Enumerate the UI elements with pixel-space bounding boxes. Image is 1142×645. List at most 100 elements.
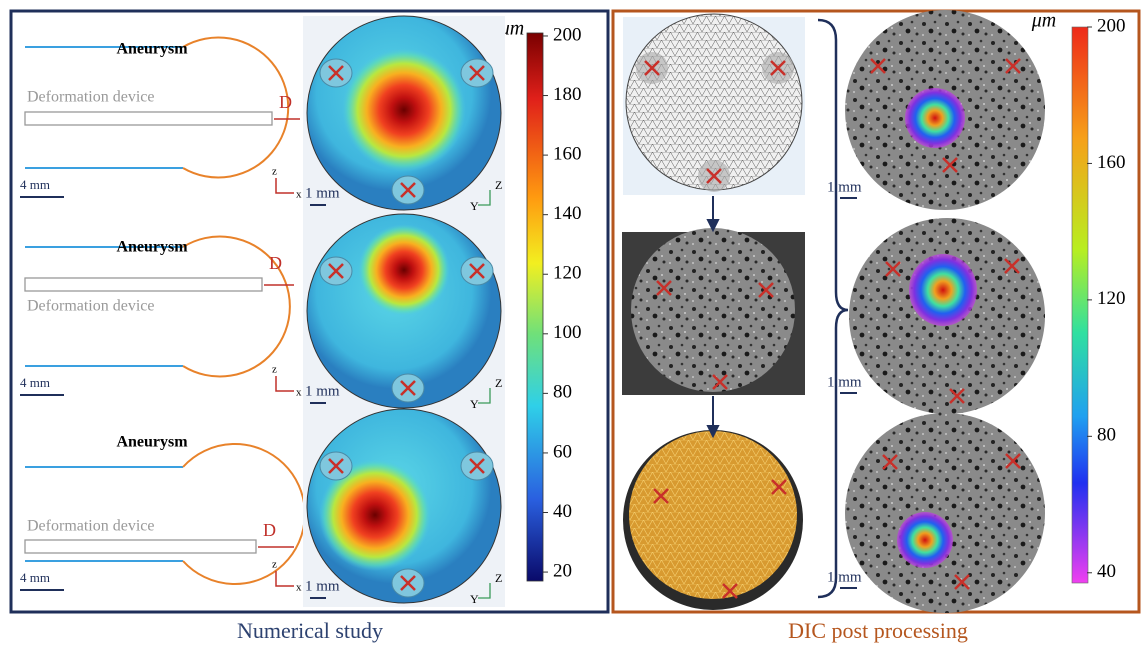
- marker: [954, 574, 970, 590]
- axis-label: x: [296, 387, 302, 399]
- marker: [722, 583, 738, 599]
- marker: [644, 60, 660, 76]
- scale-label: 1 mm: [827, 374, 862, 390]
- marker: [400, 575, 416, 591]
- axes: [478, 388, 491, 404]
- axis-label: Z: [495, 571, 502, 585]
- axes: [478, 583, 491, 599]
- marker: [656, 280, 672, 296]
- aneurysm-wall: [182, 36, 290, 179]
- scale-label: 1 mm: [305, 383, 340, 399]
- displacement: [358, 224, 450, 316]
- tick-label: 160: [553, 143, 582, 164]
- aneurysm-wall: [182, 443, 306, 585]
- marker: [870, 58, 886, 74]
- device: [24, 111, 273, 126]
- label: Aneurysm: [116, 434, 188, 451]
- marker: [400, 182, 416, 198]
- colorbar: [1071, 26, 1089, 584]
- scale-label: 1 mm: [827, 569, 862, 585]
- tick-label: 200: [553, 24, 582, 45]
- axis-label: Y: [470, 397, 479, 411]
- axis-label: Y: [470, 592, 479, 606]
- axis-label: Z: [495, 178, 502, 192]
- marker: [758, 282, 774, 298]
- scale-label: 4 mm: [20, 375, 50, 390]
- scale-label: 4 mm: [20, 570, 50, 585]
- tick-label: 80: [553, 382, 572, 403]
- marker: [328, 263, 344, 279]
- tick-label: 160: [1097, 152, 1126, 173]
- label: Aneurysm: [116, 41, 188, 58]
- axes: [275, 178, 294, 194]
- label: D: [269, 253, 282, 273]
- marker: [328, 65, 344, 81]
- label: Deformation device: [27, 518, 155, 535]
- axes: [478, 190, 491, 206]
- colorbar-unit: μm: [499, 18, 524, 40]
- tick-label: 40: [553, 501, 572, 522]
- left-frame: [9, 9, 610, 614]
- marker: [882, 454, 898, 470]
- tick-label: 100: [553, 322, 582, 343]
- marker: [469, 263, 485, 279]
- label: D: [279, 92, 292, 112]
- marker: [1004, 258, 1020, 274]
- marker: [949, 388, 965, 404]
- marker: [1005, 58, 1021, 74]
- axis-label: z: [272, 559, 277, 571]
- axis-label: z: [272, 364, 277, 376]
- scale-label: 1 mm: [305, 185, 340, 201]
- marker: [885, 261, 901, 277]
- displacement: [319, 459, 431, 571]
- axes: [275, 571, 294, 587]
- device: [24, 277, 263, 292]
- marker: [400, 380, 416, 396]
- label: Aneurysm: [116, 239, 188, 256]
- colorbar: [526, 32, 544, 582]
- tick-label: 120: [553, 263, 582, 284]
- marker: [712, 374, 728, 390]
- marker: [653, 488, 669, 504]
- marker: [942, 157, 958, 173]
- label: Deformation device: [27, 298, 155, 315]
- tick-label: 140: [553, 203, 582, 224]
- displacement: [342, 48, 466, 172]
- caption: DIC post processing: [788, 618, 968, 643]
- right-frame: [611, 9, 1141, 614]
- marker: [469, 458, 485, 474]
- label: D: [263, 520, 276, 540]
- device: [24, 539, 257, 554]
- colorbar-unit: μm: [1031, 10, 1056, 32]
- scale-label: 1 mm: [305, 578, 340, 594]
- label: Deformation device: [27, 89, 155, 106]
- tick-label: 40: [1097, 561, 1116, 582]
- marker: [771, 479, 787, 495]
- axis-label: x: [296, 582, 302, 594]
- tick-label: 180: [553, 84, 582, 105]
- axis-label: x: [296, 189, 302, 201]
- scale-label: 1 mm: [827, 179, 862, 195]
- axis-label: z: [272, 166, 277, 178]
- tick-label: 120: [1097, 288, 1126, 309]
- marker: [328, 458, 344, 474]
- scale-label: 4 mm: [20, 177, 50, 192]
- tick-label: 200: [1097, 15, 1126, 36]
- marker: [706, 168, 722, 184]
- aneurysm-wall: [182, 235, 291, 378]
- tick-label: 20: [553, 560, 572, 581]
- tick-label: 60: [553, 441, 572, 462]
- axes: [275, 376, 294, 392]
- marker: [469, 65, 485, 81]
- marker: [1005, 453, 1021, 469]
- axis-label: Z: [495, 376, 502, 390]
- marker: [770, 60, 786, 76]
- caption: Numerical study: [237, 618, 383, 643]
- tick-label: 80: [1097, 425, 1116, 446]
- dic-pipeline: [622, 10, 1045, 613]
- axis-label: Y: [470, 199, 479, 213]
